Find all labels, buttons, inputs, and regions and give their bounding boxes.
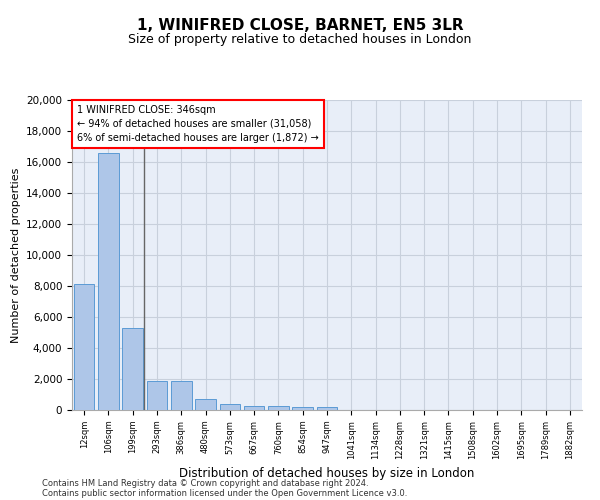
Bar xyxy=(171,382,191,410)
Text: Contains HM Land Registry data © Crown copyright and database right 2024.: Contains HM Land Registry data © Crown c… xyxy=(42,478,368,488)
Bar xyxy=(146,382,167,410)
Text: Size of property relative to detached houses in London: Size of property relative to detached ho… xyxy=(128,32,472,46)
Bar xyxy=(268,406,289,410)
Y-axis label: Number of detached properties: Number of detached properties xyxy=(11,168,20,342)
Bar xyxy=(292,406,313,410)
Text: 1, WINIFRED CLOSE, BARNET, EN5 3LR: 1, WINIFRED CLOSE, BARNET, EN5 3LR xyxy=(137,18,463,32)
X-axis label: Distribution of detached houses by size in London: Distribution of detached houses by size … xyxy=(179,467,475,480)
Text: Contains public sector information licensed under the Open Government Licence v3: Contains public sector information licen… xyxy=(42,488,407,498)
Bar xyxy=(98,152,119,410)
Bar xyxy=(122,328,143,410)
Bar xyxy=(220,404,240,410)
Bar xyxy=(244,406,265,410)
Bar xyxy=(74,284,94,410)
Bar xyxy=(195,399,216,410)
Text: 1 WINIFRED CLOSE: 346sqm
← 94% of detached houses are smaller (31,058)
6% of sem: 1 WINIFRED CLOSE: 346sqm ← 94% of detach… xyxy=(77,104,319,142)
Bar xyxy=(317,407,337,410)
